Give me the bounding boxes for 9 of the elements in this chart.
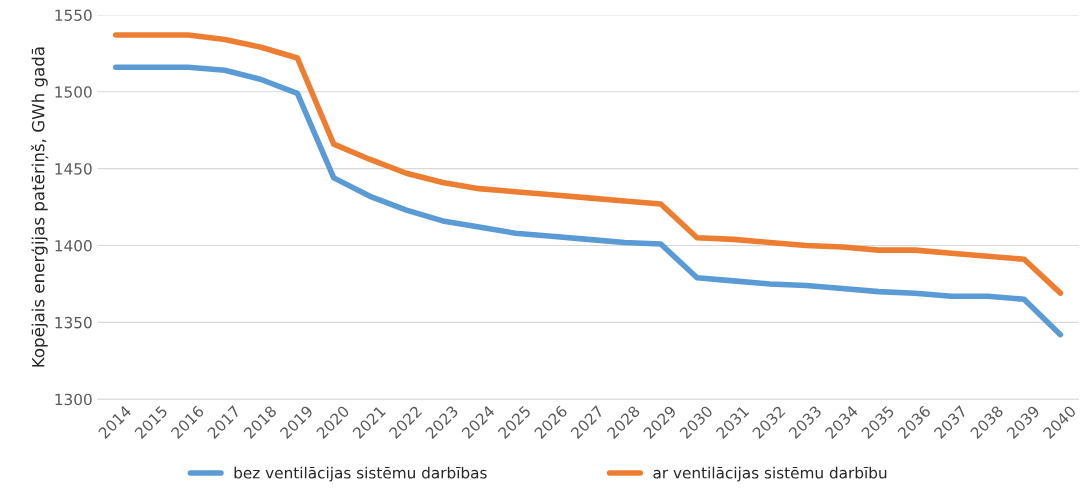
y-tick-label: 1300 — [55, 393, 92, 406]
y-tick-label: 1450 — [55, 163, 92, 175]
y-axis-title: Kopējais enerģijas patēriņš, GWh gadā — [30, 47, 49, 367]
legend-label: ar ventilācijas sistēmu darbību — [653, 466, 887, 482]
legend-label: bez ventilācijas sistēmu darbības — [234, 466, 487, 482]
y-tick-label: 1500 — [55, 86, 92, 98]
y-tick-label: 1350 — [55, 316, 92, 329]
y-tick-label: 1550 — [55, 9, 92, 21]
y-tick-label: 1400 — [55, 239, 92, 252]
